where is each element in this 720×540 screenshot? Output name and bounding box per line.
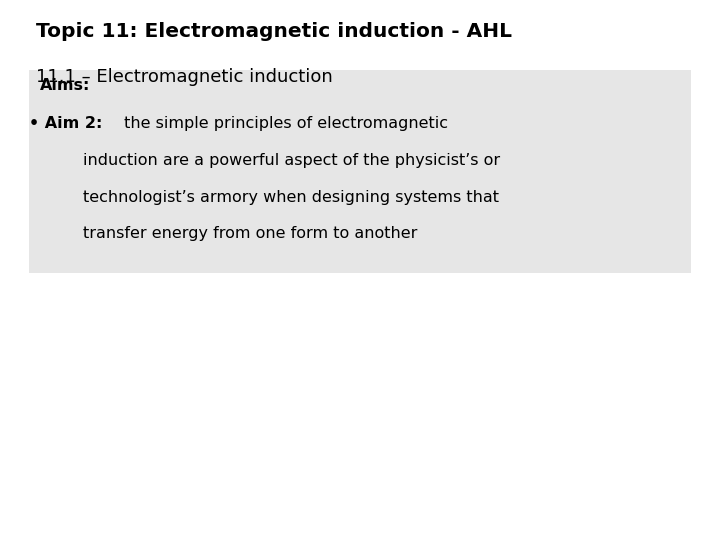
Text: induction are a powerful aspect of the physicist’s or: induction are a powerful aspect of the p… [83,153,500,168]
FancyBboxPatch shape [29,70,691,273]
Text: transfer energy from one form to another: transfer energy from one form to another [83,226,417,241]
Text: 11.1 – Electromagnetic induction: 11.1 – Electromagnetic induction [36,68,333,85]
Text: the simple principles of electromagnetic: the simple principles of electromagnetic [119,116,448,131]
Text: Topic 11: Electromagnetic induction - AHL: Topic 11: Electromagnetic induction - AH… [36,22,512,40]
Text: Aims:: Aims: [40,78,90,93]
Text: • Aim 2:: • Aim 2: [29,116,102,131]
Text: technologist’s armory when designing systems that: technologist’s armory when designing sys… [83,190,499,205]
